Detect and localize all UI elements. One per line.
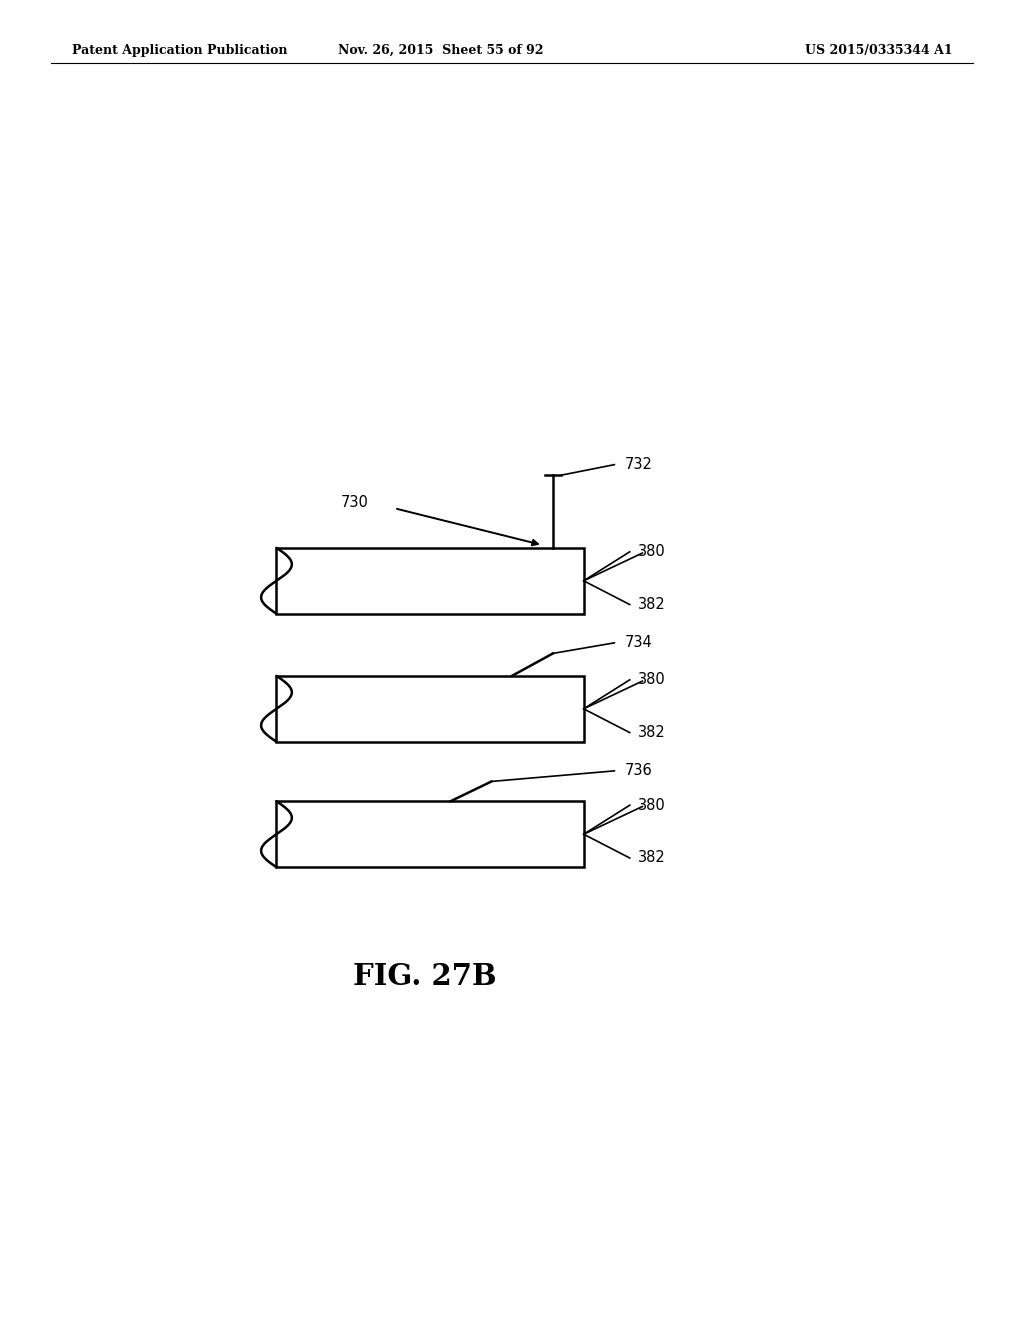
Text: US 2015/0335344 A1: US 2015/0335344 A1 (805, 44, 952, 57)
Bar (276, 801, 584, 867)
Text: 380: 380 (638, 544, 666, 560)
Text: FIG. 27B: FIG. 27B (353, 962, 497, 991)
Bar (276, 676, 584, 742)
Text: 730: 730 (341, 495, 369, 511)
Text: Patent Application Publication: Patent Application Publication (72, 44, 287, 57)
Text: 734: 734 (625, 635, 652, 651)
Text: 380: 380 (638, 797, 666, 813)
Text: 736: 736 (625, 763, 652, 779)
Text: 732: 732 (625, 457, 652, 473)
Text: Nov. 26, 2015  Sheet 55 of 92: Nov. 26, 2015 Sheet 55 of 92 (338, 44, 543, 57)
Text: 382: 382 (638, 725, 666, 741)
Text: 380: 380 (638, 672, 666, 688)
Bar (276, 548, 584, 614)
Text: 382: 382 (638, 850, 666, 866)
Text: 382: 382 (638, 597, 666, 612)
